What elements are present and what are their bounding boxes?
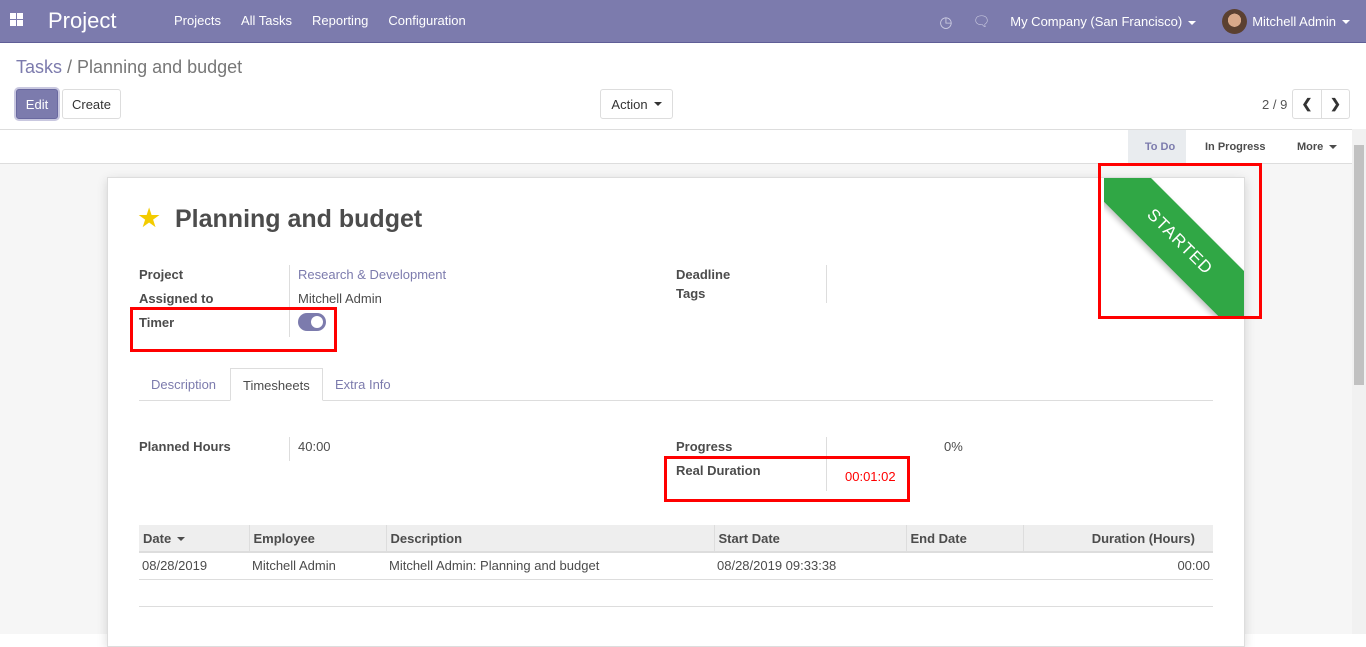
menu-projects[interactable]: Projects bbox=[174, 13, 221, 28]
breadcrumb: Tasks / Planning and budget bbox=[16, 57, 243, 77]
table-row-empty[interactable] bbox=[139, 579, 1213, 607]
tab-timesheets[interactable]: Timesheets bbox=[230, 368, 323, 401]
task-title: Planning and budget bbox=[175, 205, 423, 233]
stage-more-dropdown[interactable]: More bbox=[1297, 130, 1338, 163]
user-name: Mitchell Admin bbox=[1252, 14, 1336, 29]
caret-down-icon bbox=[1342, 19, 1350, 24]
apps-menu-icon[interactable] bbox=[10, 13, 23, 26]
deadline-label: Deadline bbox=[676, 267, 731, 282]
planned-hours-value: 40:00 bbox=[298, 439, 331, 454]
planned-hours-label: Planned Hours bbox=[139, 439, 231, 454]
progress-label: Progress bbox=[676, 439, 733, 454]
caret-down-icon bbox=[1329, 144, 1338, 149]
star-icon[interactable]: ★ bbox=[137, 203, 162, 233]
menu-configuration[interactable]: Configuration bbox=[388, 13, 466, 28]
project-link[interactable]: Research & Development bbox=[298, 267, 447, 282]
cell-end-date bbox=[906, 552, 1023, 580]
progress-value: 0% bbox=[944, 439, 963, 454]
column-date[interactable]: Date bbox=[139, 525, 249, 553]
real-duration-value: 00:01:02 bbox=[845, 469, 896, 484]
cell-description: Mitchell Admin: Planning and budget bbox=[386, 552, 714, 580]
company-name: My Company (San Francisco) bbox=[1010, 14, 1183, 29]
tab-extra-info[interactable]: Extra Info bbox=[335, 377, 391, 392]
cell-duration: 00:00 bbox=[1023, 552, 1213, 580]
top-navbar: Project Projects All Tasks Reporting Con… bbox=[0, 0, 1366, 43]
sort-caret-icon bbox=[177, 537, 186, 542]
scrollbar[interactable] bbox=[1352, 129, 1366, 634]
breadcrumb-tasks[interactable]: Tasks bbox=[16, 57, 63, 77]
stage-todo[interactable]: To Do bbox=[1128, 130, 1186, 163]
create-button[interactable]: Create bbox=[62, 89, 121, 119]
project-label: Project bbox=[139, 267, 184, 282]
real-duration-label: Real Duration bbox=[676, 463, 761, 478]
column-duration[interactable]: Duration (Hours) bbox=[1022, 525, 1213, 553]
table-row[interactable]: 08/28/2019 Mitchell Admin Mitchell Admin… bbox=[139, 552, 1213, 580]
cell-employee: Mitchell Admin bbox=[249, 552, 386, 580]
assigned-value: Mitchell Admin bbox=[298, 291, 382, 306]
pager-value: 2 / 9 bbox=[1262, 97, 1288, 112]
column-start-date[interactable]: Start Date bbox=[713, 525, 906, 553]
highlight-box bbox=[130, 307, 337, 352]
column-description[interactable]: Description bbox=[385, 525, 714, 553]
caret-down-icon bbox=[1188, 20, 1197, 25]
scrollbar-thumb[interactable] bbox=[1354, 145, 1364, 385]
column-end-date[interactable]: End Date bbox=[905, 525, 1023, 553]
more-label: More bbox=[1297, 140, 1324, 153]
previous-record-button[interactable]: ❮ bbox=[1292, 89, 1322, 119]
menu-reporting[interactable]: Reporting bbox=[312, 13, 369, 28]
tab-description[interactable]: Description bbox=[151, 377, 217, 392]
tags-label: Tags bbox=[676, 286, 706, 301]
edit-button[interactable]: Edit bbox=[16, 89, 58, 119]
menu-all-tasks[interactable]: All Tasks bbox=[240, 13, 293, 28]
timesheet-table: Date Employee Description Start Date End… bbox=[139, 525, 1213, 607]
status-bar: To Do In Progress More bbox=[0, 129, 1352, 164]
company-switcher[interactable]: My Company (San Francisco) bbox=[1010, 14, 1197, 29]
breadcrumb-current: Planning and budget bbox=[77, 57, 243, 77]
timer-toggle[interactable] bbox=[298, 313, 326, 331]
activity-clock-icon[interactable]: ◷ bbox=[939, 13, 953, 31]
stage-in-progress[interactable]: In Progress bbox=[1205, 140, 1266, 153]
assigned-label: Assigned to bbox=[139, 291, 214, 306]
caret-down-icon bbox=[653, 102, 662, 106]
avatar bbox=[1222, 9, 1248, 34]
cell-date: 08/28/2019 bbox=[139, 552, 249, 580]
cell-start-date: 08/28/2019 09:33:38 bbox=[714, 552, 906, 580]
column-employee[interactable]: Employee bbox=[248, 525, 386, 553]
action-dropdown[interactable]: Action bbox=[600, 89, 673, 119]
chat-icon[interactable]: 🗨 bbox=[972, 13, 991, 29]
highlight-box bbox=[1098, 163, 1262, 319]
user-menu[interactable]: Mitchell Admin bbox=[1222, 9, 1350, 34]
timer-label: Timer bbox=[139, 315, 175, 330]
highlight-box bbox=[664, 456, 910, 502]
next-record-button[interactable]: ❯ bbox=[1321, 89, 1350, 119]
notebook-tabs: Description Timesheets Extra Info bbox=[139, 368, 1213, 401]
app-title: Project bbox=[48, 8, 117, 33]
action-label: Action bbox=[611, 96, 648, 112]
